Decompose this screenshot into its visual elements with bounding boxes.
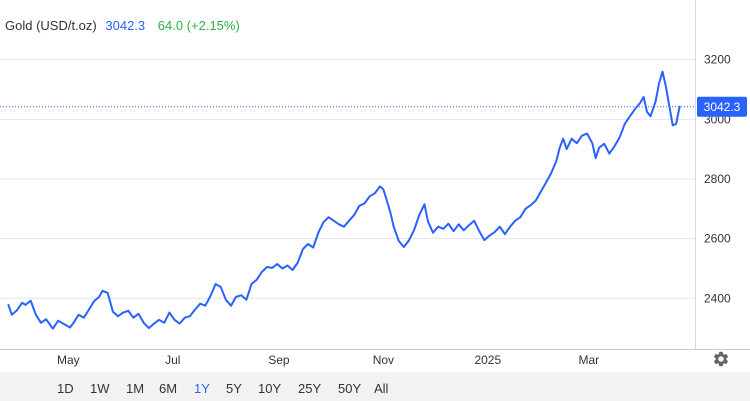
x-tick-label: Nov <box>373 353 394 367</box>
y-tick-label: 2400 <box>704 291 731 305</box>
x-tick-label: 2025 <box>474 353 501 367</box>
current-price-tag-label: 3042.3 <box>704 100 741 114</box>
range-button-1m[interactable]: 1M <box>126 381 145 396</box>
range-button-25y[interactable]: 25Y <box>298 381 322 396</box>
range-button-all[interactable]: All <box>374 381 389 396</box>
x-tick-label: Mar <box>578 353 599 367</box>
symbol-name: Gold (USD/t.oz) <box>5 18 97 33</box>
plot-area <box>7 70 681 330</box>
x-tick-label: Sep <box>268 353 290 367</box>
y-tick-label: 2800 <box>704 172 731 186</box>
chart-header: Gold (USD/t.oz) 3042.3 64.0 (+2.15%) <box>5 18 240 33</box>
range-button-10y[interactable]: 10Y <box>258 381 282 396</box>
x-axis-ticks: May Jul Sep Nov 2025 Mar <box>57 353 599 367</box>
x-tick-label: Jul <box>165 353 180 367</box>
range-button-1w[interactable]: 1W <box>90 381 110 396</box>
range-button-1d[interactable]: 1D <box>57 381 74 396</box>
range-button-6m[interactable]: 6M <box>159 381 178 396</box>
series-line <box>7 70 681 330</box>
price-change: 64.0 (+2.15%) <box>157 18 240 33</box>
current-price: 3042.3 <box>105 18 146 33</box>
gridlines <box>0 0 750 350</box>
range-button-1y[interactable]: 1Y <box>194 381 210 396</box>
range-selector: 1D 1W 1M 6M 1Y 5Y 10Y 25Y 50Y All <box>0 372 750 401</box>
range-button-5y[interactable]: 5Y <box>226 381 242 396</box>
y-tick-label: 2600 <box>704 232 731 246</box>
current-price-tag-bg <box>697 96 747 117</box>
gear-icon[interactable] <box>712 350 730 368</box>
price-tag: 3042.3 <box>0 96 747 117</box>
range-button-50y[interactable]: 50Y <box>338 381 362 396</box>
y-tick-label: 3200 <box>704 53 731 67</box>
x-tick-label: May <box>57 353 80 367</box>
